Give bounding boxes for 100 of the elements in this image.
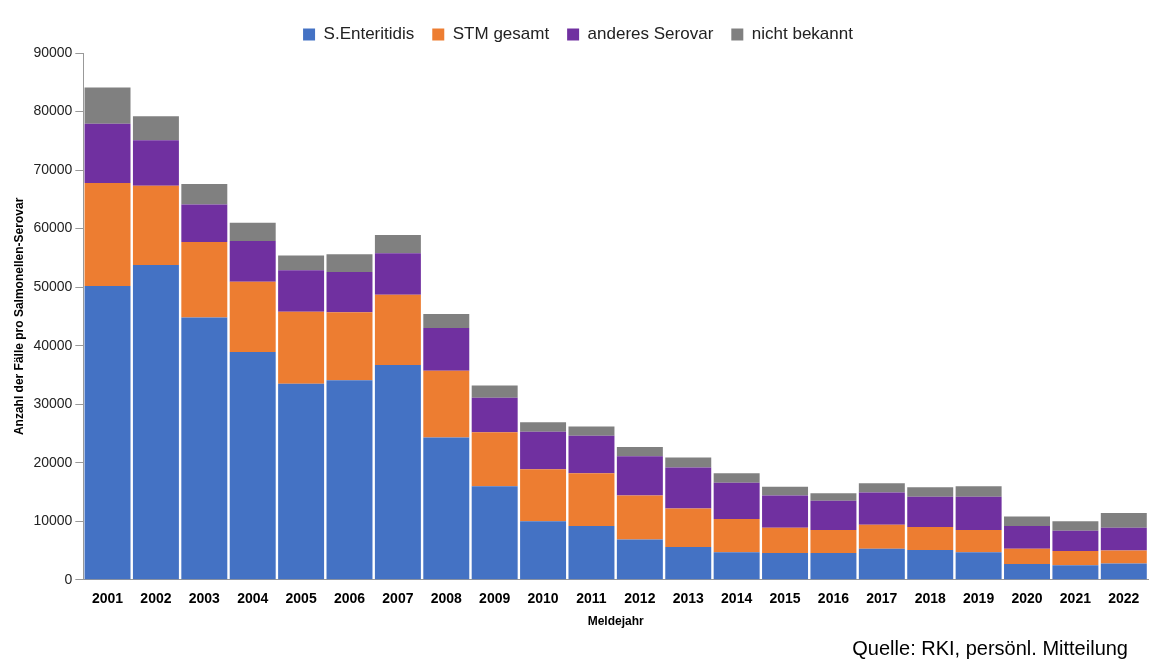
y-tick-label: 40000	[33, 336, 73, 353]
bar	[181, 184, 228, 205]
bar	[84, 182, 131, 286]
legend-label: STM gesamt	[452, 24, 550, 44]
bar	[326, 380, 373, 580]
bar	[955, 552, 1002, 580]
bar	[762, 527, 809, 553]
bar	[907, 496, 954, 528]
bar	[471, 397, 518, 433]
bar	[471, 486, 518, 580]
bar	[278, 255, 325, 271]
bar	[665, 467, 712, 509]
bar	[1004, 564, 1050, 580]
bar	[568, 435, 615, 474]
x-tick-label: 2020	[1011, 590, 1043, 607]
bar	[568, 426, 615, 436]
bar	[713, 482, 760, 519]
bar	[84, 123, 131, 183]
bar	[423, 437, 470, 580]
x-tick-label: 2013	[672, 590, 705, 607]
x-tick-label: 2010	[527, 590, 559, 607]
bar	[423, 328, 470, 371]
bar	[907, 487, 954, 497]
bar	[1052, 521, 1099, 531]
bar	[616, 456, 663, 496]
x-tick-label: 2007	[382, 590, 414, 607]
x-tick-label: 2017	[866, 590, 898, 607]
x-tick-label: 2001	[91, 590, 124, 607]
bar	[326, 254, 373, 272]
x-tick-label: 2015	[769, 590, 801, 607]
bar	[907, 549, 954, 580]
x-tick-label: 2006	[333, 590, 366, 607]
x-tick-label: 2022	[1108, 590, 1140, 607]
bar	[374, 235, 421, 254]
bar	[229, 222, 276, 241]
bar	[278, 311, 325, 384]
bar	[326, 271, 373, 313]
bar	[858, 483, 905, 493]
x-tick-label: 2009	[479, 590, 511, 607]
x-tick-label: 2018	[914, 590, 947, 607]
bar	[810, 500, 857, 531]
bar	[955, 530, 1002, 553]
bar	[471, 432, 518, 487]
bar	[665, 508, 712, 548]
y-tick-label: 30000	[33, 395, 73, 412]
bar	[278, 270, 325, 312]
bar	[132, 264, 179, 580]
bar	[423, 314, 470, 329]
bar	[955, 496, 1002, 531]
bar	[762, 486, 809, 496]
x-tick-label: 2008	[430, 590, 463, 607]
bar	[1004, 525, 1050, 549]
bar	[858, 492, 905, 525]
x-tick-label: 2012	[624, 590, 656, 607]
bar	[229, 352, 276, 580]
bar	[132, 185, 179, 265]
bar	[1004, 516, 1050, 526]
bar	[229, 240, 276, 282]
bar	[520, 521, 567, 580]
bar	[326, 312, 373, 381]
bar	[616, 495, 663, 540]
y-tick-label: 10000	[33, 512, 73, 529]
bar	[1052, 565, 1099, 580]
bar	[955, 486, 1002, 497]
x-tick-label: 2004	[237, 590, 269, 607]
y-tick-label: 90000	[33, 43, 73, 60]
bar	[568, 473, 615, 526]
bar	[762, 552, 809, 580]
y-tick-label: 50000	[33, 277, 73, 294]
y-tick-label: 60000	[33, 219, 73, 236]
y-tick-label: 80000	[33, 102, 73, 119]
bar	[471, 385, 518, 398]
bar	[520, 469, 567, 522]
bar	[713, 552, 760, 580]
bar	[181, 242, 228, 318]
bar	[568, 525, 615, 580]
bar	[132, 140, 179, 186]
x-axis-title: Meldejahr	[587, 614, 644, 629]
bar	[84, 87, 131, 124]
y-tick-label: 20000	[33, 453, 73, 470]
bar	[520, 431, 567, 470]
bar	[616, 539, 663, 580]
bar	[84, 285, 131, 580]
source-note: Quelle: RKI, persönl. Mitteilung	[852, 636, 1128, 659]
bar	[616, 446, 663, 457]
bar	[374, 253, 421, 295]
bar	[810, 552, 857, 580]
legend-label: S.Enteritidis	[323, 24, 415, 44]
bar	[278, 383, 325, 580]
y-tick-label: 0	[64, 570, 73, 587]
x-tick-label: 2014	[721, 590, 753, 607]
bar	[907, 527, 954, 550]
bar	[665, 547, 712, 580]
bar	[1100, 513, 1147, 528]
bar	[132, 116, 179, 141]
legend-label: anderes Serovar	[587, 24, 714, 44]
bar	[181, 204, 228, 243]
bar	[713, 473, 760, 483]
bar	[1100, 527, 1147, 551]
legend-label: nicht bekannt	[751, 24, 854, 44]
